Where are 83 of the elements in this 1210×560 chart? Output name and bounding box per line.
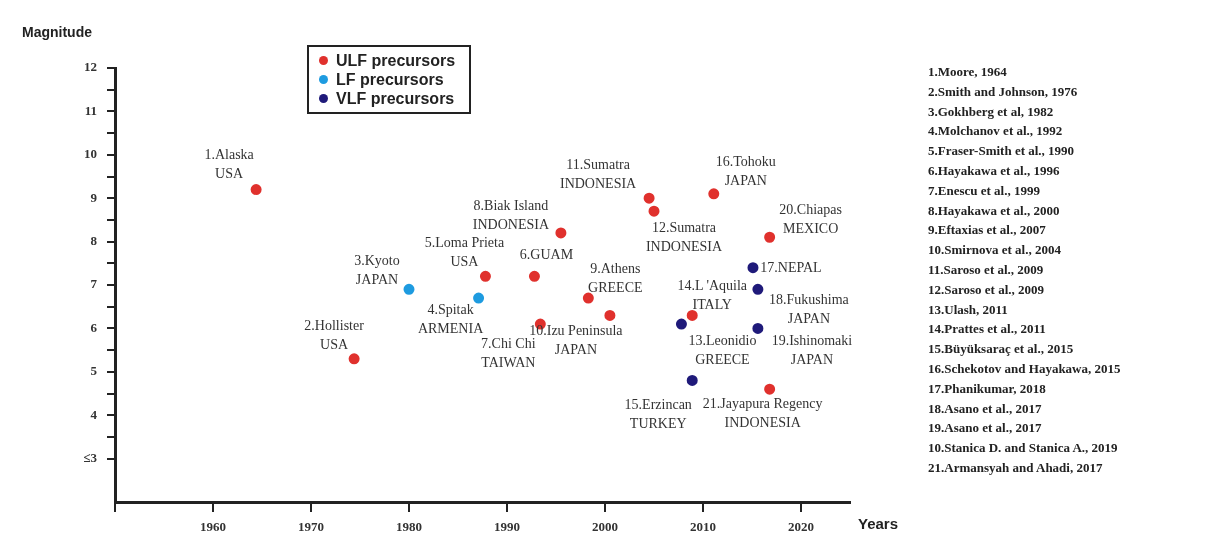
point: [764, 383, 776, 395]
x-tick-label: 1990: [494, 519, 520, 535]
annotation: 4.Spitak ARMENIA: [417, 302, 485, 337]
x-tick-label: 2000: [592, 519, 618, 535]
annotation: 12.Sumatra INDONESIA: [645, 220, 723, 255]
point: [403, 283, 415, 295]
point: [752, 322, 764, 334]
y-tick-label: ≤3: [83, 449, 98, 465]
text: 13.Ulash, 2011: [928, 300, 1009, 319]
point: [747, 262, 759, 274]
text: 17.Phanikumar, 2018: [928, 379, 1047, 398]
annotation: 17.NEPAL: [760, 260, 822, 276]
y-tick-label: 7: [90, 276, 98, 292]
x-tick-label: 1960: [200, 519, 226, 535]
x-tick-label: 2020: [788, 519, 814, 535]
text: 21.Armansyah and Ahadi, 2017: [928, 458, 1104, 477]
legend-label: VLF precursors: [336, 89, 455, 108]
y-tick-label: 11: [84, 102, 97, 118]
annotation: 6.GUAM: [519, 246, 574, 262]
text: 6.Hayakawa et al., 1996: [928, 162, 1061, 180]
text: 12.Saroso et al., 2009: [928, 280, 1046, 299]
y-tick-label: 4: [90, 406, 98, 422]
text: 2.Smith and Johnson, 1976: [928, 82, 1079, 101]
point: [473, 292, 485, 304]
text: 8.Hayakawa et al., 2000: [928, 201, 1061, 220]
annotation: 7.Chi Chi TAIWAN: [481, 336, 536, 371]
x-tick-label: 1980: [396, 519, 422, 535]
annotation: 9.Athens GREECE: [588, 261, 643, 296]
point: [764, 231, 776, 243]
annotation: 11.Sumatra INDONESIA: [559, 157, 638, 192]
y-tick-label: 12: [84, 59, 97, 75]
text: 3.Gokhberg et al, 1982: [928, 102, 1055, 121]
annotation: 13.Leonidio GREECE: [688, 333, 757, 368]
x-tick-label: 2010: [690, 519, 716, 535]
point: [555, 227, 567, 239]
point: [582, 292, 594, 304]
text: 10.Smirnova et al., 2004: [928, 241, 1062, 260]
annotation: 20.Chiapas MEXICO: [779, 202, 842, 237]
text: 19.Asano et al., 2017: [928, 419, 1043, 438]
point: [479, 270, 491, 282]
point: [648, 205, 660, 217]
point: [604, 309, 616, 321]
point: [675, 318, 687, 330]
legend-label: LF precursors: [336, 70, 444, 89]
text: 9.Eftaxias et al., 2007: [928, 221, 1047, 240]
point: [348, 353, 360, 365]
annotation: 8.Biak Island INDONESIA: [472, 198, 550, 233]
text: 18.Asano et al., 2017: [928, 399, 1043, 418]
annotation: 5.Loma Prieta USA: [424, 235, 505, 270]
annotation: 16.Tohoku JAPAN: [715, 154, 776, 189]
point: [643, 192, 655, 204]
y-tick-label: 8: [90, 232, 98, 248]
point: [528, 270, 540, 282]
point: [686, 309, 698, 321]
y-tick-label: 9: [90, 189, 98, 205]
point: [708, 188, 720, 200]
text: 10.Stanica D. and Stanica A., 2019: [928, 439, 1119, 458]
point: [752, 283, 764, 295]
point: [250, 184, 262, 196]
y-tick-label: 5: [90, 363, 98, 379]
text: 14.Prattes et al., 2011: [928, 320, 1047, 339]
text: 15.Büyüksaraç et al., 2015: [928, 340, 1075, 359]
text: 1.Moore, 1964: [928, 63, 1008, 81]
legend-label: ULF precursors: [336, 51, 456, 70]
annotation: 1.Alaska USA: [204, 146, 255, 181]
x-tick-label: 1970: [298, 519, 324, 535]
annotation: 19.Ishinomaki JAPAN: [771, 332, 853, 367]
text: 5.Fraser-Smith et al., 1990: [928, 142, 1076, 161]
annotation: 15.Erzincan TURKEY: [624, 396, 692, 431]
annotation: 18.Fukushima JAPAN: [769, 291, 850, 326]
y-axis-title: Magnitude: [22, 24, 92, 40]
point: [686, 374, 698, 386]
annotation: 2.Hollister USA: [304, 317, 365, 352]
y-tick-label: 6: [90, 319, 98, 335]
x-axis-title: Years: [858, 515, 899, 532]
text: 7.Enescu et al., 1999: [928, 181, 1041, 200]
annotation: 3.Kyoto JAPAN: [354, 252, 400, 287]
text: 11.Saroso et al., 2009: [928, 260, 1045, 279]
annotation: 21.Jayapura Regency INDONESIA: [702, 396, 823, 431]
text: 4.Molchanov et al., 1992: [928, 122, 1064, 141]
y-tick-label: 10: [84, 146, 97, 162]
text: 16.Schekotov and Hayakawa, 2015: [928, 359, 1121, 378]
annotation: 14.L 'Aquila ITALY: [677, 277, 748, 312]
